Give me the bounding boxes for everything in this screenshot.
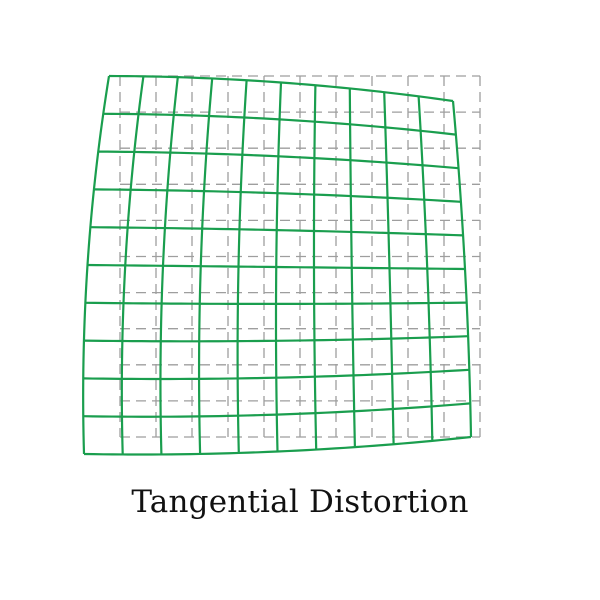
distorted-grid-vertical-line (348, 88, 356, 448)
distorted-grid-vertical-line (383, 92, 395, 445)
distorted-grid-vertical-line (197, 78, 214, 454)
distorted-grid-vertical-line (120, 76, 145, 455)
distorted-grid-vertical-line (274, 82, 283, 452)
reference-grid (119, 75, 481, 438)
caption: Tangential Distortion (131, 484, 469, 520)
distorted-grid-vertical-line (312, 85, 318, 450)
distorted-grid-vertical-line (82, 75, 111, 455)
distorted-grid-vertical-line (417, 96, 434, 441)
distorted-grid-vertical-line (451, 100, 473, 438)
distorted-grid (82, 74, 473, 456)
distorted-grid-vertical-line (159, 77, 179, 455)
distorted-grid-vertical-line (236, 80, 248, 453)
